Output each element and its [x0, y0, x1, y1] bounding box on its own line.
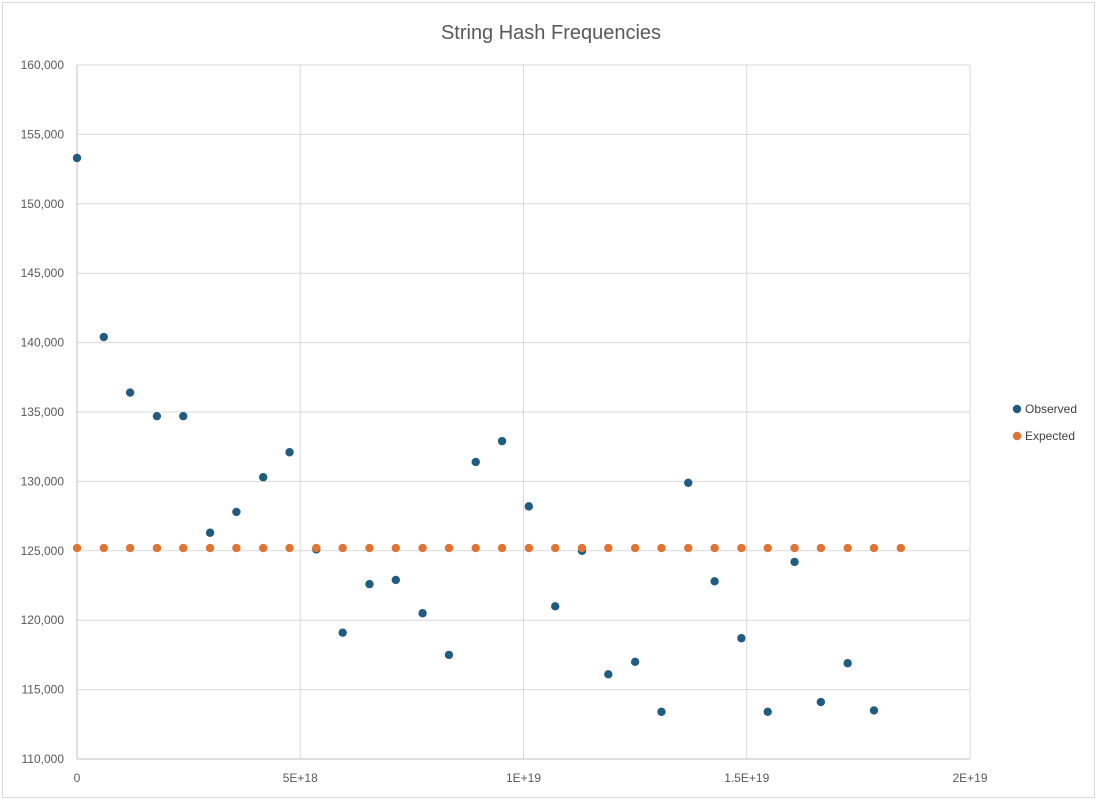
y-tick-label: 130,000 — [21, 474, 65, 488]
observed-point — [99, 332, 108, 342]
expected-point — [843, 543, 852, 553]
gridlines — [76, 64, 971, 760]
observed-point — [869, 706, 879, 715]
expected-point — [896, 543, 905, 553]
data-points — [72, 153, 905, 717]
expected-point — [258, 543, 268, 553]
chart-title: String Hash Frequencies — [441, 22, 661, 44]
y-tick-label: 110,000 — [22, 752, 65, 766]
expected-point — [285, 543, 294, 553]
observed-point — [258, 473, 268, 482]
expected-point — [99, 543, 108, 553]
expected-point — [179, 543, 188, 553]
legend-marker-expected — [1012, 431, 1022, 441]
expected-point — [869, 543, 879, 553]
expected-point — [816, 543, 826, 553]
observed-point — [790, 557, 799, 567]
observed-point — [365, 579, 374, 589]
expected-point — [657, 543, 666, 553]
x-tick-label: 1.5E+19 — [724, 771, 769, 785]
expected-point — [391, 543, 401, 553]
observed-point — [338, 628, 347, 637]
expected-point — [604, 543, 613, 553]
y-tick-label: 125,000 — [21, 544, 65, 558]
observed-point — [657, 707, 666, 717]
observed-point — [497, 436, 507, 446]
expected-point — [710, 543, 719, 553]
legend-marker-observed — [1012, 404, 1022, 414]
expected-point — [232, 543, 241, 553]
x-tick-label: 5E+18 — [283, 771, 318, 785]
observed-point — [604, 670, 613, 679]
legend-label-observed: Observed — [1025, 402, 1077, 416]
expected-point — [338, 543, 347, 553]
observed-point — [684, 478, 693, 487]
expected-point — [684, 543, 693, 553]
expected-point — [72, 543, 82, 553]
y-tick-label: 155,000 — [21, 127, 65, 141]
observed-point — [205, 528, 215, 537]
observed-point — [524, 502, 534, 511]
y-tick-label: 150,000 — [21, 197, 65, 211]
observed-point — [763, 707, 772, 717]
expected-point — [737, 543, 746, 553]
observed-point — [179, 411, 188, 421]
observed-point — [471, 457, 480, 467]
legend: Observed Expected — [1012, 402, 1077, 443]
expected-point — [497, 543, 507, 553]
x-tick-label: 0 — [74, 771, 81, 785]
expected-point — [125, 543, 135, 553]
expected-point — [152, 543, 162, 553]
observed-point — [737, 634, 746, 643]
expected-point — [551, 543, 560, 553]
expected-point — [763, 543, 772, 553]
observed-point — [232, 507, 241, 517]
observed-point — [72, 153, 82, 163]
y-tick-label: 120,000 — [21, 613, 65, 627]
expected-point — [312, 543, 321, 553]
expected-point — [790, 543, 799, 553]
series-expected — [72, 543, 905, 553]
y-tick-label: 115,000 — [22, 683, 65, 697]
observed-point — [843, 659, 852, 668]
y-tick-label: 160,000 — [21, 58, 65, 72]
observed-point — [152, 411, 162, 421]
x-tick-label: 1E+19 — [506, 771, 541, 785]
observed-point — [285, 448, 294, 457]
x-tick-label: 2E+19 — [952, 771, 987, 785]
observed-point — [391, 575, 401, 585]
expected-point — [418, 543, 427, 553]
y-tick-label: 135,000 — [21, 405, 65, 419]
legend-label-expected: Expected — [1025, 429, 1075, 443]
expected-point — [630, 543, 640, 553]
observed-point — [630, 657, 640, 667]
observed-point — [816, 697, 826, 707]
y-tick-label: 140,000 — [21, 336, 65, 350]
observed-point — [444, 650, 454, 660]
observed-point — [551, 602, 560, 611]
observed-point — [710, 577, 719, 586]
expected-point — [577, 543, 587, 553]
observed-point — [125, 388, 135, 397]
expected-point — [365, 543, 374, 553]
expected-point — [471, 543, 480, 553]
expected-point — [444, 543, 454, 553]
observed-point — [418, 609, 427, 618]
series-observed — [72, 153, 879, 717]
y-tick-label: 145,000 — [21, 266, 65, 280]
expected-point — [524, 543, 534, 553]
expected-point — [205, 543, 215, 553]
axis-tick-labels: 110,000 115,000 120,000 125,000 130,000 135,0… — [21, 58, 988, 785]
